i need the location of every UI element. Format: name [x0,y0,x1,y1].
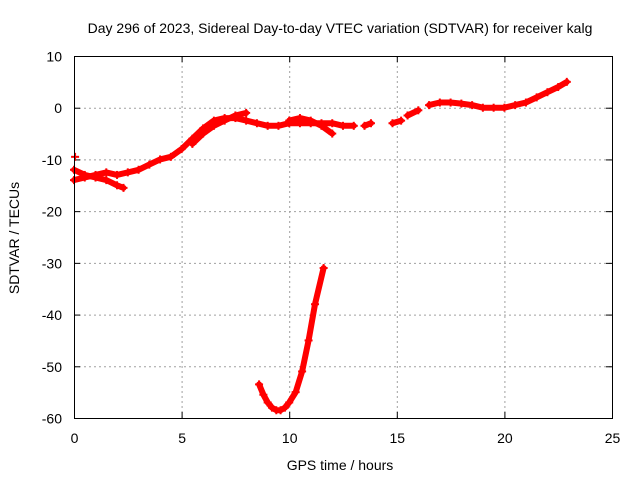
tick-labels: 0 5 10 15 20 25 -60 -50 -40 -30 -20 -10 0 10 [42,49,621,447]
data-point [71,152,80,161]
data-point [177,145,186,154]
data-point [145,160,154,169]
series-7 [425,77,571,112]
data-point [263,398,272,407]
data-point [489,103,498,112]
data-point [414,106,423,115]
series-5 [388,116,406,128]
y-tick-label: -30 [42,255,62,271]
data-point [80,170,89,179]
data-point [276,406,285,415]
data-point [366,119,375,128]
data-point [231,111,240,120]
y-tick-label: -20 [42,204,62,220]
data-point [360,121,369,130]
data-point [242,108,251,117]
data-point [543,88,552,97]
x-tick-label: 5 [178,430,186,446]
data-point [319,264,328,273]
grid-lines [74,56,612,418]
data-point [500,103,509,112]
data-point [554,83,563,92]
series-3 [285,114,337,138]
data-point [435,98,444,107]
data-point [295,114,304,123]
data-point [113,170,122,179]
data-point [403,111,412,120]
plot-frame [74,56,613,419]
data-point [209,121,218,130]
data-point [328,129,337,138]
data-point [267,403,276,412]
data-point [113,181,122,190]
data-point [478,103,487,112]
data-point [511,101,520,110]
data-point [532,93,541,102]
data-point [457,99,466,108]
data-point [339,121,347,130]
data-point [306,116,315,125]
data-point [304,336,313,345]
series-4 [360,119,375,130]
series-8 [255,264,328,415]
data-point [285,116,294,125]
data-point [446,98,455,107]
series-2 [188,108,251,148]
data-point [274,121,283,130]
x-axis-label: GPS time / hours [287,457,394,473]
data-point [156,155,165,164]
data-point [252,119,261,128]
data-point [134,165,143,174]
y-tick-label: -40 [42,307,62,323]
y-tick-label: -50 [42,359,62,375]
y-tick-label: 0 [54,100,62,116]
y-tick-label: -60 [42,411,62,427]
data-point [388,119,397,128]
data-point [285,398,294,407]
x-tick-label: 0 [71,430,79,446]
series-9 [71,152,80,161]
data-point [123,168,132,177]
data-point [91,173,100,182]
data-point [199,129,208,138]
data-point [317,121,326,130]
data-point [468,101,477,110]
data-point [291,388,300,397]
data-point [397,116,406,125]
x-tick-label: 20 [497,430,513,446]
series-6 [403,106,423,120]
y-tick-label: 10 [46,49,62,65]
data-point [311,300,320,309]
data-point [280,403,289,412]
data-point [298,367,307,376]
chart-title: Day 296 of 2023, Sidereal Day-to-day VTE… [88,20,593,36]
data-point [255,380,264,389]
data-point [188,139,197,148]
y-tick-label: -10 [42,152,62,168]
x-tick-label: 10 [282,430,298,446]
y-axis-label: SDTVAR / TECUs [6,182,22,294]
data-point [119,183,128,192]
data-point [328,119,337,128]
data-point [102,168,111,177]
data-point [242,116,251,125]
data-point [166,152,175,161]
data-point [220,116,229,125]
data-point [263,121,272,130]
data-point [425,101,434,110]
x-tick-label: 15 [390,430,406,446]
data-point [259,390,268,399]
data-point [349,121,358,130]
x-tick-label: 25 [605,430,621,446]
data-point [521,98,530,107]
data-point [562,77,571,86]
data-series [70,77,571,415]
data-point [102,176,111,185]
